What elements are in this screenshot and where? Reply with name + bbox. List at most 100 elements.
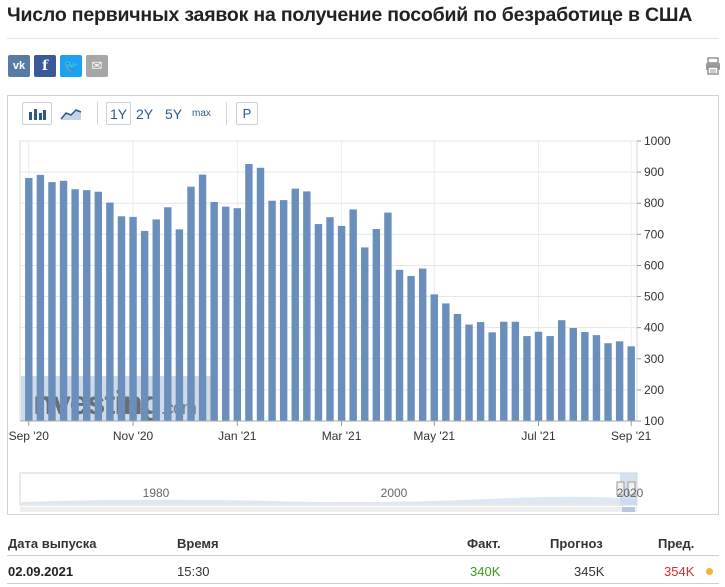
facebook-share-button[interactable]: f [34, 55, 56, 77]
bar[interactable] [268, 200, 276, 421]
table-header-row: Дата выпуска Время Факт. Прогноз Пред. [7, 528, 719, 556]
share-bar: vk f 🐦 ✉ [8, 55, 108, 77]
navigator-handle[interactable] [627, 481, 636, 496]
navigator-series [20, 496, 637, 504]
x-tick-label: Jul '21 [521, 429, 556, 443]
bar[interactable] [245, 164, 253, 421]
bar[interactable] [384, 212, 392, 421]
vk-share-button[interactable]: vk [8, 55, 30, 77]
bar[interactable] [592, 335, 601, 421]
chart-bars [25, 164, 635, 421]
bar[interactable] [372, 229, 381, 421]
bar[interactable] [511, 321, 520, 421]
bar[interactable] [314, 224, 323, 421]
bar[interactable] [557, 320, 566, 421]
bar[interactable] [349, 209, 357, 421]
navigator-label: 1980 [143, 486, 170, 500]
bar[interactable] [152, 219, 160, 421]
header-release-date[interactable]: Дата выпуска [8, 536, 97, 551]
bar[interactable] [500, 321, 508, 421]
chart-navigator[interactable]: 1980 2000 2020 [19, 472, 644, 512]
table-row: 02.09.2021 15:30 340K 345K 354K [7, 556, 719, 584]
p-button[interactable]: P [236, 102, 258, 125]
bar[interactable] [222, 206, 230, 421]
y-tick-label: 300 [644, 352, 664, 366]
bar[interactable] [465, 324, 473, 421]
period-1y-button[interactable]: 1Y [106, 102, 132, 125]
bar[interactable] [187, 186, 195, 421]
bar[interactable] [488, 332, 496, 421]
bar[interactable] [326, 217, 334, 421]
header-forecast[interactable]: Прогноз [550, 536, 603, 551]
navigator-scrollbar[interactable] [20, 507, 637, 512]
bar[interactable] [71, 189, 79, 421]
bar[interactable] [256, 167, 265, 421]
bar[interactable] [175, 229, 184, 421]
twitter-icon: 🐦 [63, 59, 79, 73]
importance-dot-icon [706, 568, 713, 575]
y-tick-label: 900 [644, 165, 664, 179]
bar-chart-icon [29, 108, 46, 120]
bar[interactable] [140, 230, 149, 421]
bar[interactable] [83, 190, 91, 421]
navigator-handle[interactable] [616, 481, 625, 496]
bar[interactable] [164, 207, 172, 421]
bar[interactable] [25, 178, 33, 421]
bar[interactable] [395, 269, 404, 421]
bar[interactable] [210, 201, 218, 421]
vk-icon: vk [12, 60, 26, 72]
bar[interactable] [303, 191, 311, 421]
bar[interactable] [534, 331, 543, 421]
x-tick-label: Sep '20 [9, 429, 50, 443]
bar[interactable] [59, 180, 68, 421]
bar[interactable] [581, 332, 589, 421]
bar[interactable] [569, 327, 577, 421]
bar[interactable] [106, 202, 114, 421]
bar[interactable] [279, 200, 288, 421]
period-2y-button[interactable]: 2Y [136, 105, 154, 122]
x-tick-label: May '21 [413, 429, 455, 443]
navigator-scroll-thumb[interactable] [622, 507, 635, 512]
period-5y-button[interactable]: 5Y [165, 105, 183, 122]
header-time[interactable]: Время [177, 536, 219, 551]
time-cell: 15:30 [177, 564, 210, 579]
x-tick-label: Mar '21 [322, 429, 362, 443]
release-date-cell: 02.09.2021 [8, 564, 74, 579]
bar-chart-type-button[interactable] [22, 102, 52, 125]
bar[interactable] [615, 341, 624, 421]
bar[interactable] [129, 216, 137, 421]
printer-icon[interactable] [705, 57, 721, 75]
bar[interactable] [361, 247, 369, 421]
actual-cell: 340K [470, 564, 501, 579]
page-title: Число первичных заявок на получение посо… [7, 4, 693, 26]
line-chart-type-button[interactable] [56, 102, 86, 125]
bar[interactable] [48, 182, 56, 421]
period-max-button[interactable]: max [192, 108, 211, 119]
bar[interactable] [407, 276, 415, 421]
twitter-share-button[interactable]: 🐦 [60, 55, 82, 77]
bar[interactable] [233, 208, 242, 421]
bar[interactable] [94, 191, 103, 421]
bar[interactable] [627, 346, 635, 421]
bar[interactable] [476, 322, 485, 421]
bar[interactable] [442, 303, 450, 421]
y-tick-label: 1000 [644, 134, 671, 148]
bar[interactable] [604, 343, 612, 421]
bar[interactable] [418, 268, 427, 421]
bar[interactable] [117, 216, 126, 421]
previous-cell: 354K [664, 564, 695, 579]
bar[interactable] [198, 174, 207, 421]
email-share-button[interactable]: ✉ [86, 55, 108, 77]
bar[interactable] [546, 336, 554, 421]
bar[interactable] [523, 336, 531, 421]
bar[interactable] [337, 225, 346, 421]
bar[interactable] [291, 188, 299, 421]
bar[interactable] [36, 174, 45, 421]
y-tick-label: 600 [644, 258, 664, 272]
y-tick-label: 400 [644, 321, 664, 335]
header-previous[interactable]: Пред. [658, 536, 695, 551]
bar[interactable] [430, 294, 438, 421]
bar[interactable] [453, 313, 462, 421]
area-chart-icon [60, 108, 82, 120]
header-actual[interactable]: Факт. [467, 536, 501, 551]
